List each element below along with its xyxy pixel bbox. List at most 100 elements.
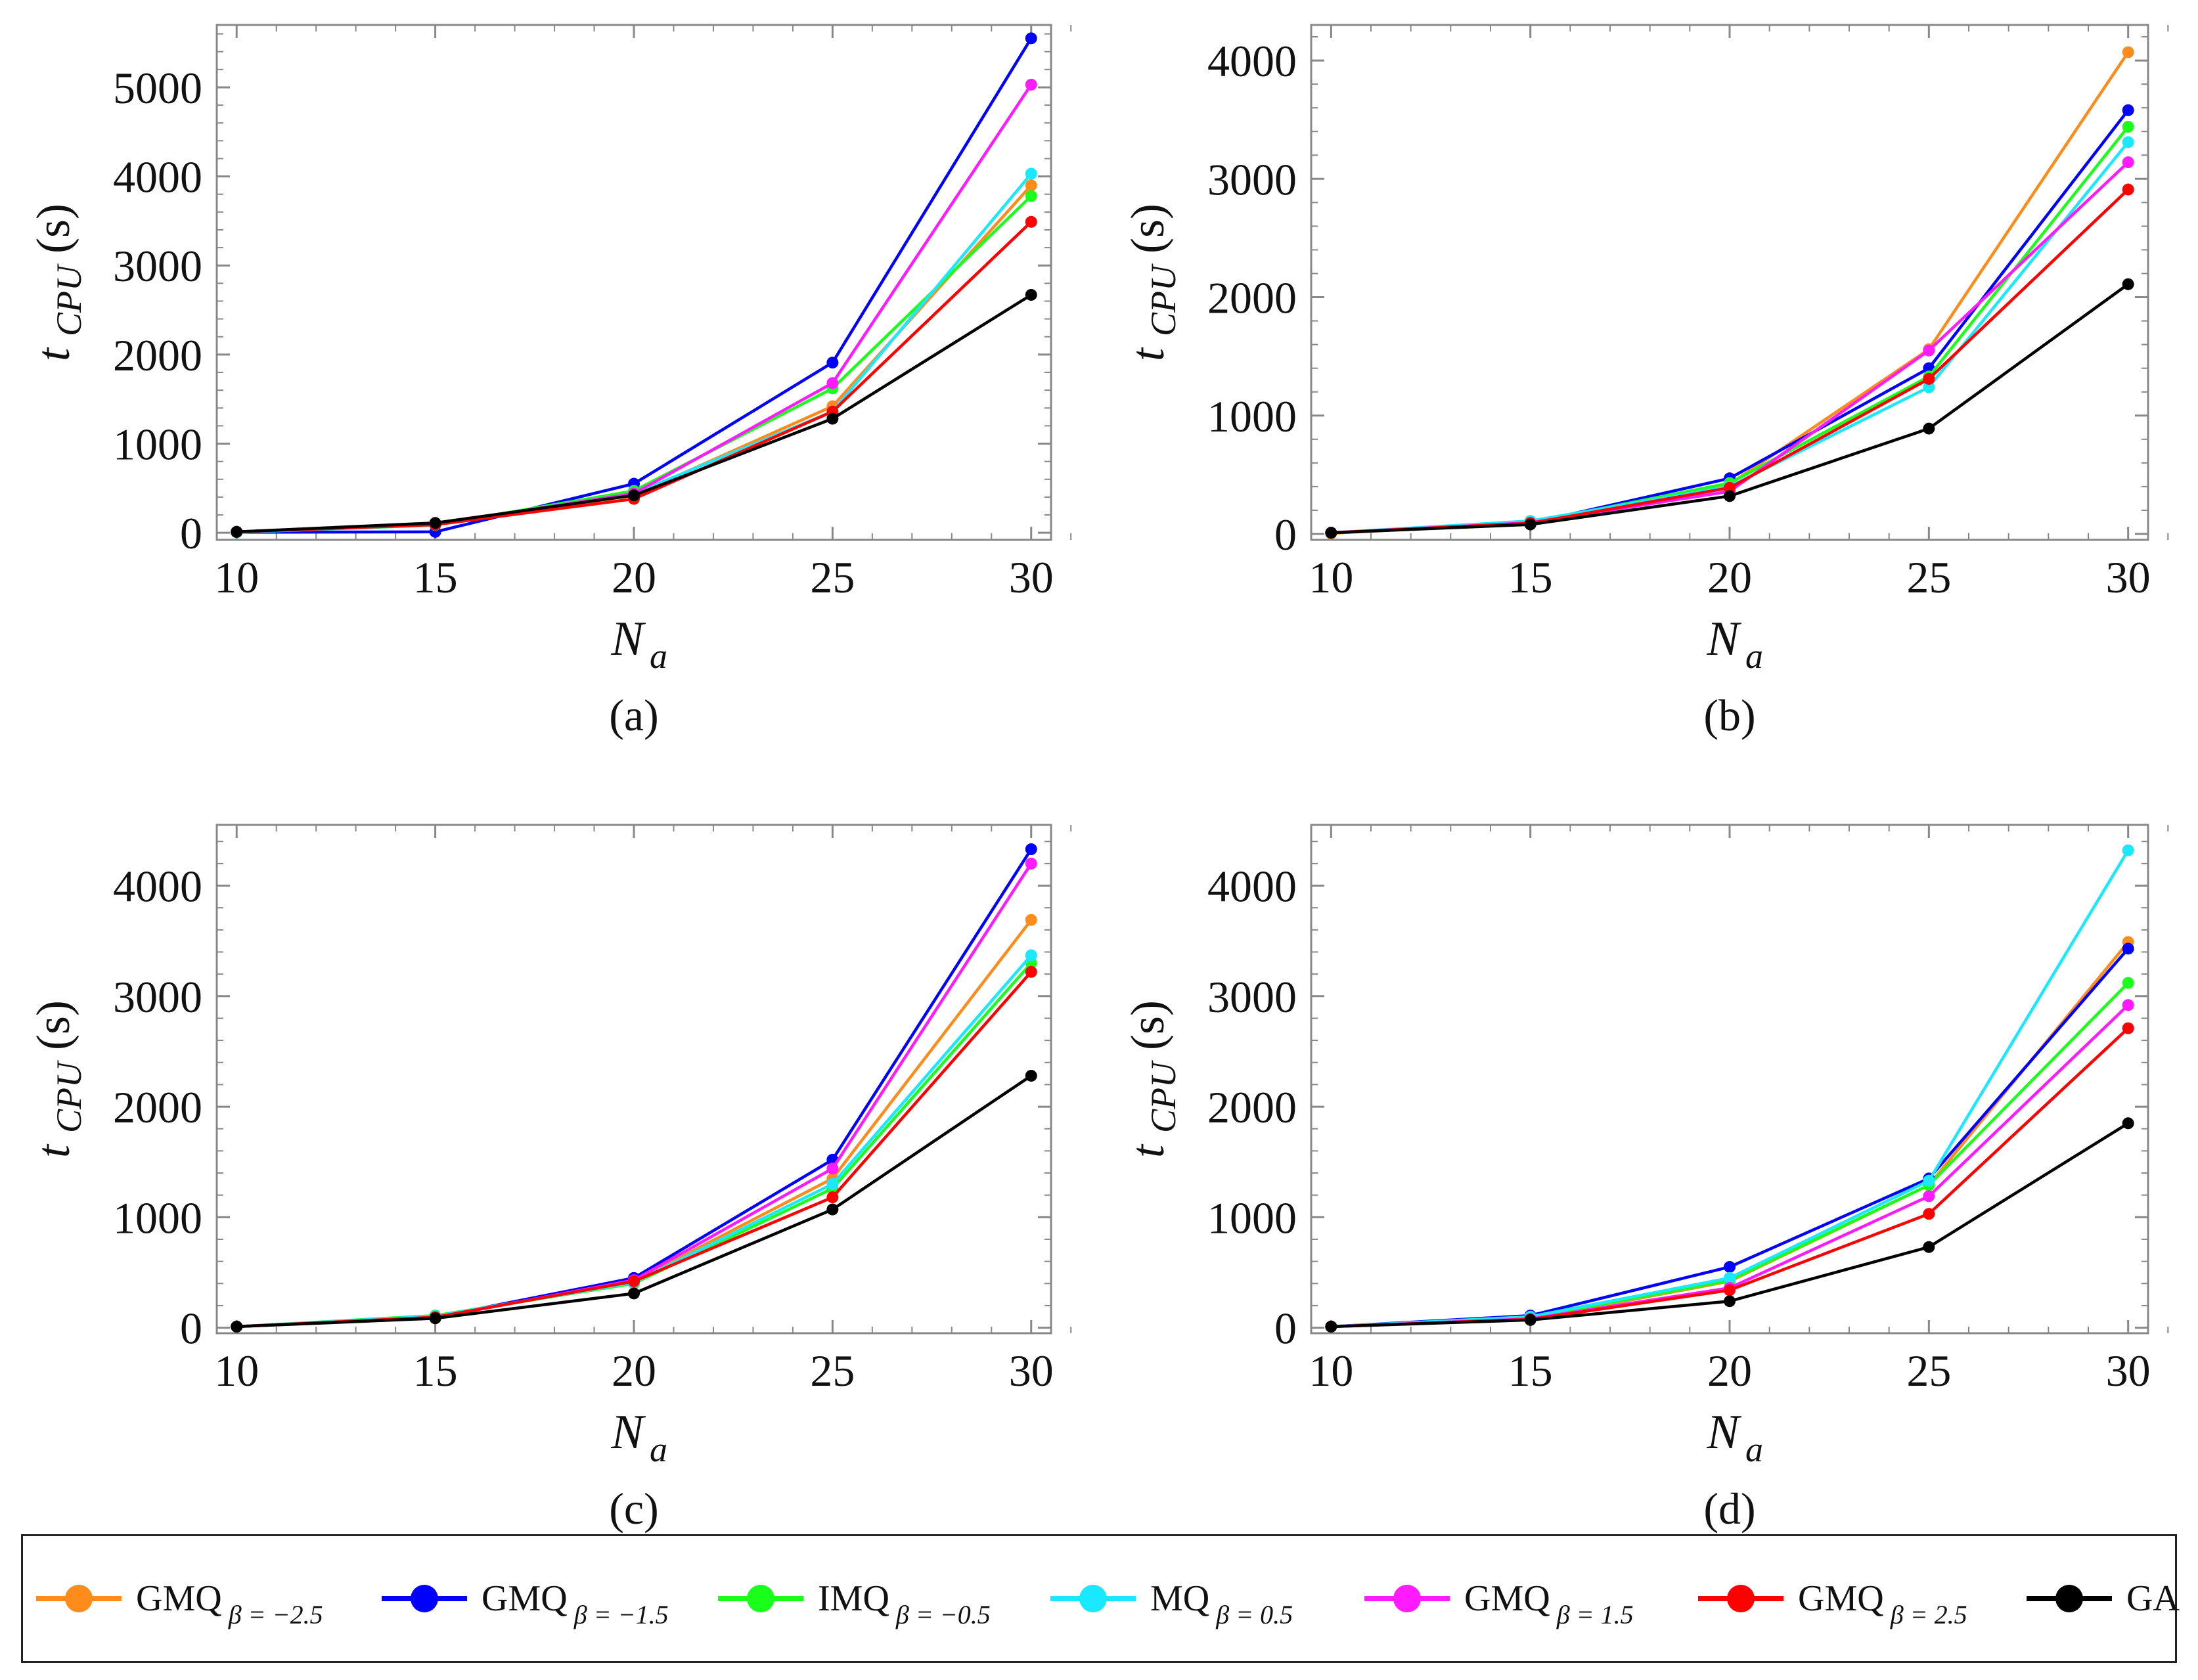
y-tick-label: 2000 [1207,1082,1297,1132]
legend-swatch-gmq-m15 [382,1585,467,1612]
legend-item-gmq-25: GMQ β = 2.5 [1698,1536,1967,1661]
data-point [2122,136,2134,148]
legend-label: GMQ β = −2.5 [136,1578,323,1629]
x-tick-label: 10 [1309,1346,1353,1396]
y-tick-label: 3000 [1207,154,1297,204]
data-point [1025,190,1037,202]
y-axis-label-main: t [1121,1133,1174,1158]
data-point [2122,977,2134,989]
chart-panel: 10 15 20 25 30 0 1000 2000 3000 4000 N a t CPU (s) (b… [1121,24,2169,740]
x-tick-label: 15 [1508,552,1553,602]
y-axis-label: t CPU (s) [27,204,89,361]
plot-frame [1310,24,2149,541]
panel-caption: (c) [609,1484,658,1534]
data-point [1724,1271,1736,1284]
panel-caption: (b) [1703,690,1755,740]
data-point [2122,1117,2134,1130]
data-point [1524,518,1536,531]
series-line [1331,125,2130,535]
legend-label: MQ β = 0.5 [1150,1578,1293,1629]
data-point [1724,1261,1736,1273]
legend-swatch-mq-05 [1050,1585,1136,1612]
panel-caption: (d) [1703,1484,1755,1534]
data-point [826,412,839,425]
y-tick-label: 0 [1274,1304,1297,1354]
y-tick-label: 4000 [113,862,202,912]
data-point [1923,422,1935,435]
x-tick-label: 10 [214,1346,259,1396]
data-point [1923,1208,1935,1220]
x-tick-label: 20 [612,552,656,602]
x-tick-label: 25 [1906,552,1951,602]
data-point [1025,288,1037,301]
legend-item-gmq-m15: GMQ β = −1.5 [382,1536,669,1661]
legend-swatch-gmq-25 [1698,1585,1783,1612]
legend-label: IMQ β = −0.5 [818,1578,991,1629]
data-point [1025,215,1037,228]
y-tick-label: 3000 [113,241,202,291]
x-axis-label-sub: a [1745,1430,1763,1469]
y-axis-label: t CPU (s) [27,1000,89,1158]
data-point [1724,1284,1736,1296]
data-point [1025,167,1037,180]
legend-swatch-ga [2027,1585,2112,1612]
data-point [2122,183,2134,196]
y-tick-label: 2000 [113,1082,202,1132]
data-point [1724,1295,1736,1308]
y-axis-label-unit: (s) [1121,1000,1174,1062]
data-point [1025,78,1037,91]
x-axis-label-sub: a [1745,636,1763,676]
data-point [1724,481,1736,494]
data-point [1923,1190,1935,1203]
legend-item-ga: GA [2027,1536,2186,1661]
data-point [826,377,839,389]
y-axis-label-unit: (s) [27,204,79,265]
x-axis-label: N [610,612,646,666]
plot-frame [1310,824,2149,1335]
y-tick-label: 4000 [1207,862,1297,912]
data-point [1025,1069,1037,1082]
x-tick-label: 15 [1508,1346,1553,1396]
y-axis-label-sub: CPU [1144,263,1183,336]
data-point [1923,372,1935,385]
legend-swatch-gmq-m25 [36,1585,122,1612]
data-point [1524,1314,1536,1326]
series-line [236,954,1033,1329]
data-point [1325,1320,1337,1333]
legend-label: GA [2126,1578,2180,1619]
x-tick-label: 20 [1707,1346,1752,1396]
x-tick-label: 30 [2106,552,2151,602]
series-line [236,83,1033,534]
data-point [2122,942,2134,955]
data-point [1025,949,1037,962]
data-point [231,1320,243,1333]
y-tick-label: 0 [180,1304,202,1354]
y-axis-label-unit: (s) [27,1000,79,1062]
data-point [826,1178,839,1190]
data-point [2122,278,2134,290]
data-point [826,1162,839,1175]
chart-panel: 10 15 20 25 30 0 1000 2000 3000 4000 N a t CPU (s) (d… [1121,824,2169,1534]
x-axis-label: N [610,1405,646,1459]
legend-item-gmq-m25: GMQ β = −2.5 [36,1536,323,1661]
y-axis-label-sub: CPU [49,1060,89,1133]
y-tick-label: 4000 [1207,36,1297,86]
data-point [429,517,441,529]
y-axis-label-main: t [27,336,79,361]
legend-swatch-imq-m05 [718,1585,803,1612]
x-tick-label: 25 [1906,1346,1951,1396]
x-tick-label: 10 [1309,552,1353,602]
data-point [628,489,640,502]
legend-label: GMQ β = 1.5 [1464,1578,1634,1629]
x-tick-label: 25 [810,552,855,602]
legend: GMQ β = −2.5 GMQ β = −1.5 IMQ β = −0.5 MQ β … [21,1534,2180,1663]
legend-swatch-gmq-15 [1364,1585,1450,1612]
y-tick-label: 1000 [113,420,202,470]
panel-caption: (a) [609,690,658,740]
y-tick-label: 1000 [113,1193,202,1243]
chart-panel: 10 15 20 25 30 0 1000 2000 3000 4000 N a t CPU (s) (c… [27,824,1072,1534]
y-axis-label-sub: CPU [1144,1060,1183,1133]
series-line [236,37,1033,534]
y-tick-label: 0 [180,508,202,558]
